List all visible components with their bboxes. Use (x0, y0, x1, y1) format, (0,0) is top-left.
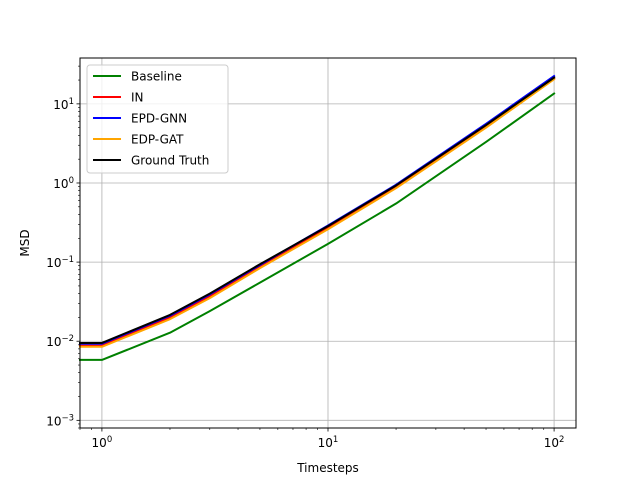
x-tick-label: 101 (318, 435, 339, 450)
y-tick-label: 10−3 (46, 413, 74, 428)
axis-ticks: 100 101 102 10−3 10−2 10−1 100 101 (46, 65, 565, 450)
legend-box (86, 64, 229, 174)
y-tick-label: 101 (53, 97, 74, 112)
series-lines (79, 74, 556, 361)
legend-label-edp-gat: EDP-GAT (131, 133, 184, 147)
series-line-edp-gat (79, 77, 556, 348)
legend-label-epd-gnn: EPD-GNN (131, 112, 187, 126)
series-line-ground-truth (79, 76, 556, 344)
x-tick-label: 100 (92, 435, 113, 450)
legend-label-ground-truth: Ground Truth (131, 154, 209, 168)
y-tick-label: 10−1 (46, 255, 74, 270)
x-axis-label: Timesteps (296, 461, 359, 475)
series-line-baseline (79, 92, 556, 361)
legend-label-in: IN (131, 91, 144, 105)
legend-label-baseline: Baseline (131, 70, 182, 84)
y-tick-label: 100 (53, 176, 74, 191)
y-tick-label: 10−2 (46, 334, 74, 349)
x-tick-label: 102 (544, 435, 565, 450)
y-axis-label: MSD (18, 229, 32, 256)
legend: Baseline IN EPD-GNN EDP-GAT Ground Truth (86, 64, 229, 174)
